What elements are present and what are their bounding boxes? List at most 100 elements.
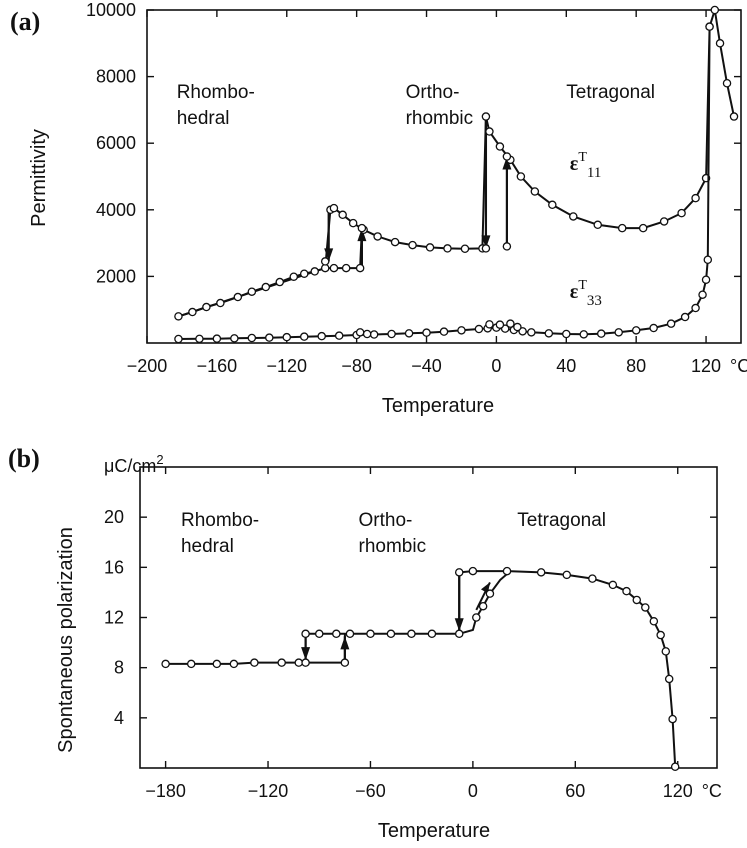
series-0-0-point (233, 292, 243, 302)
series-0-0-point (320, 257, 330, 266)
series-0-0-point (329, 203, 339, 213)
series-0-0-point (677, 208, 686, 218)
series-1-0-arrow-head (454, 618, 464, 632)
series-0-0-point (710, 5, 720, 15)
series-1-0-point (345, 629, 355, 639)
series-0-1-point (299, 332, 309, 341)
x-tick-label: −200 (127, 356, 168, 376)
series-0-0-point (569, 212, 578, 221)
series-0-1-point (649, 323, 658, 333)
x-tick-label: 80 (626, 356, 646, 376)
series-0-0-point (617, 223, 627, 233)
phase-annotation-line: Tetragonal (517, 510, 606, 531)
phase-annotation-line: hedral (181, 536, 234, 557)
series-0-1-point (282, 332, 292, 342)
series-0-1-point (518, 327, 527, 336)
series-0-1-point (691, 303, 700, 313)
series-0-0-point (722, 79, 732, 88)
series-0-1-label-sup: T (578, 278, 587, 293)
series-0-0-point (715, 39, 725, 48)
x-tick-label: −180 (145, 781, 186, 801)
phase-annotation-line: hedral (177, 108, 230, 129)
y-tick-label: 6000 (96, 133, 136, 153)
series-0-1-point (666, 319, 676, 328)
series-0-0-point (216, 298, 225, 308)
series-1-0-arrow-head (301, 647, 311, 661)
series-1-0-arrow-head (340, 636, 350, 650)
series-1-0-point (622, 586, 631, 596)
series-1-0-point (661, 647, 671, 656)
x-tick-label: 40 (556, 356, 576, 376)
phase-annotation-line: Rhombo- (181, 510, 259, 531)
panel-label-a: (a) (10, 7, 40, 36)
series-0-1-point (614, 328, 623, 337)
phase-annotation: Tetragonal (566, 82, 655, 103)
series-0-1-point (195, 334, 204, 344)
x-tick-label: 120 (691, 356, 721, 376)
series-0-0-line (178, 9, 735, 318)
series-1-0-heating-line (305, 633, 346, 664)
series-1-0-point (588, 574, 597, 583)
series-0-1-point (485, 320, 494, 329)
series-1-0-point (608, 580, 618, 590)
series-1-0-point (386, 629, 396, 639)
series-1-0-point (229, 659, 239, 669)
series-1-0-point (485, 589, 495, 598)
series-0-0-point (275, 277, 285, 287)
y-unit-label-b: μC/cm2 (104, 452, 164, 476)
series-1-0-cooling-line (165, 570, 677, 767)
series-0-1-point (562, 329, 571, 339)
chart-a: −200 −160 −120 −80 −40 0 40 80 120 °C 2000 4000 6000… (86, 0, 747, 376)
y-tick-label: 2000 (96, 266, 136, 286)
series-0-1-point (355, 328, 365, 337)
series-0-0-point (481, 112, 491, 121)
series-0-0-point (348, 218, 358, 228)
series-0-0-point (593, 220, 602, 230)
series-0-0-point (502, 242, 512, 251)
series-0-1-point (174, 334, 183, 344)
series-0-1-point (362, 329, 372, 339)
series-0-1-point (513, 322, 522, 332)
phase-annotation-line: Ortho- (359, 510, 413, 531)
x-tick-label: −120 (248, 781, 289, 801)
series-0-1-point (495, 320, 505, 329)
series-0-1-point (247, 333, 257, 343)
series-1-0-point (407, 629, 416, 639)
series-0-0-point (355, 263, 365, 273)
series-0-0-point (425, 243, 435, 252)
series-0-1-point (212, 334, 222, 343)
series-0-0-label-sub: 11 (587, 165, 601, 181)
series-0-0-label-sup: T (578, 150, 587, 165)
series-1-0-point (186, 659, 196, 669)
x-unit-label: °C (730, 356, 747, 376)
series-1-0-point (366, 629, 375, 639)
x-tick-label: 120 (663, 781, 693, 801)
series-0-0-point (341, 263, 351, 273)
phase-annotation: Ortho-rhombic (406, 82, 474, 129)
y-axis-label-b: Spontaneous polarization (55, 527, 77, 753)
y-tick-label: 10000 (86, 0, 136, 20)
series-0-0-point (174, 312, 183, 321)
series-0-1-point (596, 329, 606, 338)
phase-annotation: Rhombo-hedral (181, 510, 259, 557)
series-1-0-point (632, 595, 642, 605)
series-1-0-point (536, 568, 546, 577)
series-0-1-point (527, 328, 536, 337)
series-0-0-point (495, 142, 505, 151)
series-0-1-label: εT33 (570, 278, 602, 309)
series-1-0-point (314, 629, 324, 639)
series-1-0-point (301, 658, 310, 667)
series-0-0-point (261, 282, 271, 292)
series-0-1-point (579, 330, 589, 339)
series-0-0-label-main: ε (570, 153, 579, 175)
plot-frame (146, 9, 742, 344)
series-0-0-point (659, 217, 669, 226)
series-1-0-point (472, 613, 481, 622)
series-1-0-point (649, 617, 659, 626)
x-axis-label-a: Temperature (382, 395, 494, 417)
series-0-0-point (691, 193, 700, 203)
series-0-1-point (317, 331, 326, 341)
series-0-1-point (265, 333, 274, 342)
series-0-0-point (289, 272, 299, 281)
phase-annotation: Rhombo-hedral (177, 82, 255, 129)
